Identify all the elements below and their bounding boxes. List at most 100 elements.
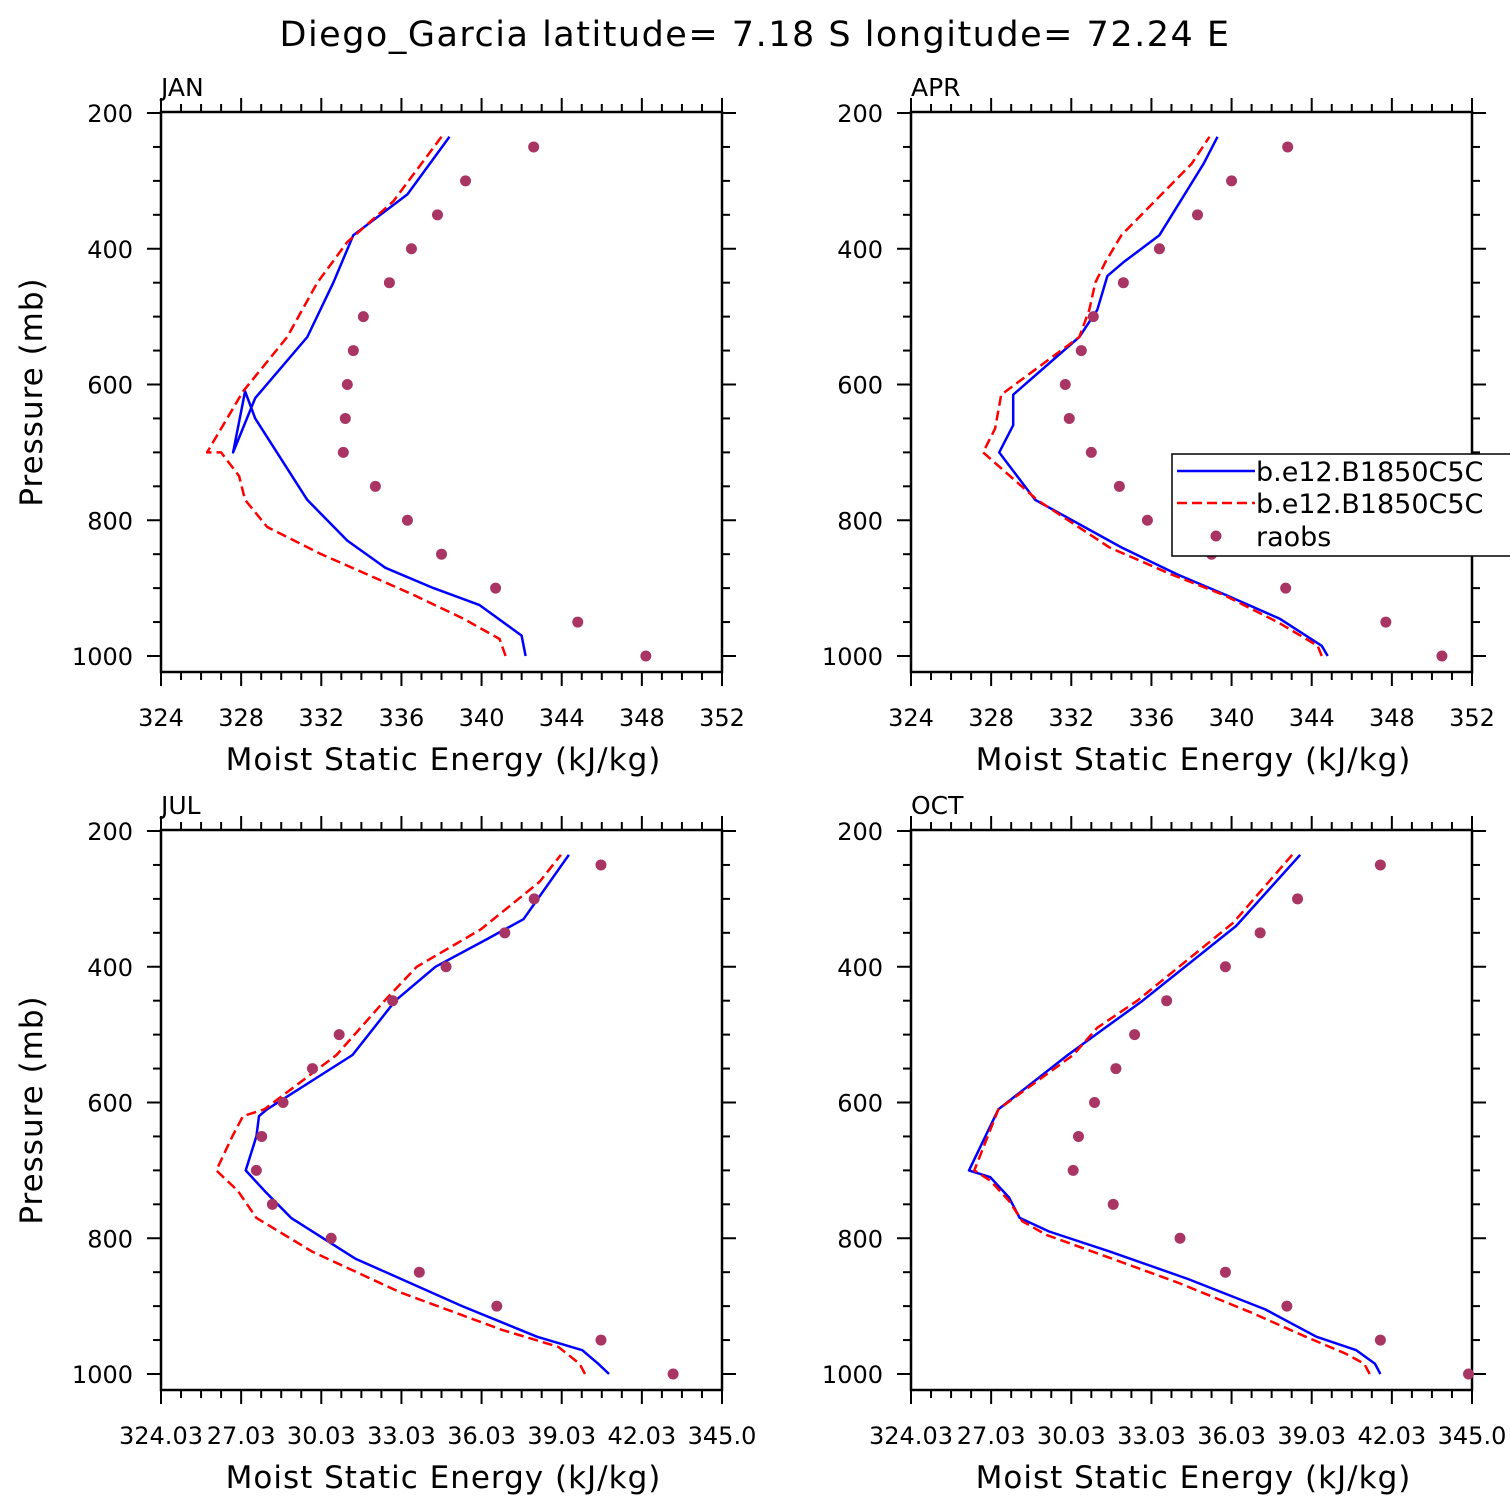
x-tick-label: 36.03 [1197,1422,1266,1450]
raobs-point [256,1130,268,1142]
raobs-point [1219,961,1231,973]
raobs-point [1129,1029,1141,1041]
x-tick-label: 345.0 [1438,1422,1507,1450]
x-tick-label: 42.03 [1357,1422,1426,1450]
x-tick-label: 27.03 [207,1422,276,1450]
raobs-point [1085,446,1097,458]
x-tick-label: 345.0 [688,1422,757,1450]
raobs-point [266,1198,278,1210]
y-tick-label: 800 [837,1225,883,1253]
model-line-solid [967,853,1382,1375]
x-axis-title: Moist Static Energy (kJ/kg) [226,742,662,778]
y-tick-label: 1000 [72,1361,133,1389]
x-axis-title: Moist Static Energy (kJ/kg) [976,742,1412,778]
model-line-solid [997,136,1329,657]
raobs-point [1063,412,1075,424]
x-tick-label: 328 [218,704,264,732]
x-tick-label: 336 [379,704,425,732]
x-tick-label: 33.03 [1117,1422,1186,1450]
raobs-point [405,243,417,255]
raobs-point [640,650,652,662]
raobs-point [1089,1097,1101,1108]
x-tick-label: 42.03 [607,1422,676,1450]
x-tick-label: 348 [619,704,665,732]
y-tick-label: 1000 [72,643,133,671]
raobs-point [1254,927,1266,939]
raobs-point [431,209,443,221]
raobs-point [277,1097,289,1108]
x-tick-label: 36.03 [447,1422,516,1450]
x-tick-label: 348 [1369,704,1415,732]
y-tick-label: 800 [87,1225,133,1253]
legend-label: raobs [1256,522,1331,553]
raobs-point [401,514,413,526]
raobs-point [460,175,472,187]
raobs-point [1059,379,1071,390]
panel-jul: JUL 324.03 27.03 30.03 33.03 36.03 39.03 42.03 3… [14,791,756,1496]
model-line-dashed [205,136,507,657]
x-tick-label: 336 [1129,704,1175,732]
panel-oct: OCT 324.03 27.03 30.03 33.03 36.03 39.03 42.03 3… [822,791,1506,1496]
model-line-solid [231,136,527,657]
x-tick-label: 30.03 [1037,1422,1106,1450]
legend-raobs-marker [1210,530,1222,542]
y-tick-label: 200 [837,100,883,128]
raobs-point [528,893,540,905]
raobs-point [491,1300,503,1312]
raobs-point [440,961,452,973]
raobs-point [1117,277,1129,289]
raobs-point [1226,175,1238,187]
raobs-point [325,1232,337,1244]
raobs-point [357,311,369,323]
raobs-point [1380,616,1392,628]
raobs-point [306,1063,318,1075]
x-tick-label: 344 [539,704,585,732]
y-tick-label: 600 [837,372,883,400]
x-axis-title: Moist Static Energy (kJ/kg) [226,1460,662,1496]
model-line-dashed [981,136,1323,657]
x-tick-label: 332 [1048,704,1094,732]
raobs-point [595,859,607,871]
panel-jan: JAN 324 328 332 336 340 344 348 352 200 400 600 800 1… [14,73,745,778]
panels-group: JAN 324 328 332 336 340 344 348 352 200 400 600 800 1… [14,73,1510,1496]
y-tick-label: 800 [87,507,133,535]
panel-label: JAN [159,73,204,102]
raobs-point [528,141,540,153]
raobs-point [387,995,399,1007]
legend-label: b.e12.B1850C5C [1256,489,1483,520]
raobs-point [1219,1266,1231,1278]
raobs-point [369,480,381,492]
y-tick-label: 400 [87,236,133,264]
y-tick-label: 600 [87,1090,133,1118]
x-tick-label: 332 [298,704,344,732]
raobs-point [1087,311,1099,323]
x-tick-label: 324 [888,704,934,732]
y-tick-label: 400 [87,954,133,982]
y-tick-label: 1000 [822,643,883,671]
x-tick-label: 340 [1209,704,1255,732]
raobs-point [1280,582,1292,594]
panel-apr: APR 324 328 332 336 340 344 348 352 200 400 600 800 1… [822,73,1495,778]
raobs-point [1292,893,1304,905]
x-tick-label: 324.03 [869,1422,953,1450]
x-tick-label: 344 [1289,704,1335,732]
y-tick-label: 200 [87,818,133,846]
raobs-point [1072,1130,1084,1142]
x-tick-label: 352 [699,704,745,732]
legend-label: b.e12.B1850C5C [1256,457,1483,488]
raobs-point [1192,209,1204,221]
x-tick-label: 39.03 [527,1422,596,1450]
x-tick-label: 27.03 [957,1422,1026,1450]
raobs-point [1374,859,1386,871]
raobs-point [341,379,353,390]
y-axis-title: Pressure (mb) [14,995,50,1224]
raobs-point [413,1266,425,1278]
raobs-point [499,927,511,939]
panel-label: JUL [159,791,201,820]
model-line-dashed [973,853,1371,1375]
y-tick-label: 1000 [822,1361,883,1389]
x-tick-label: 324 [138,704,184,732]
raobs-point [1067,1164,1079,1176]
raobs-point [667,1368,679,1380]
